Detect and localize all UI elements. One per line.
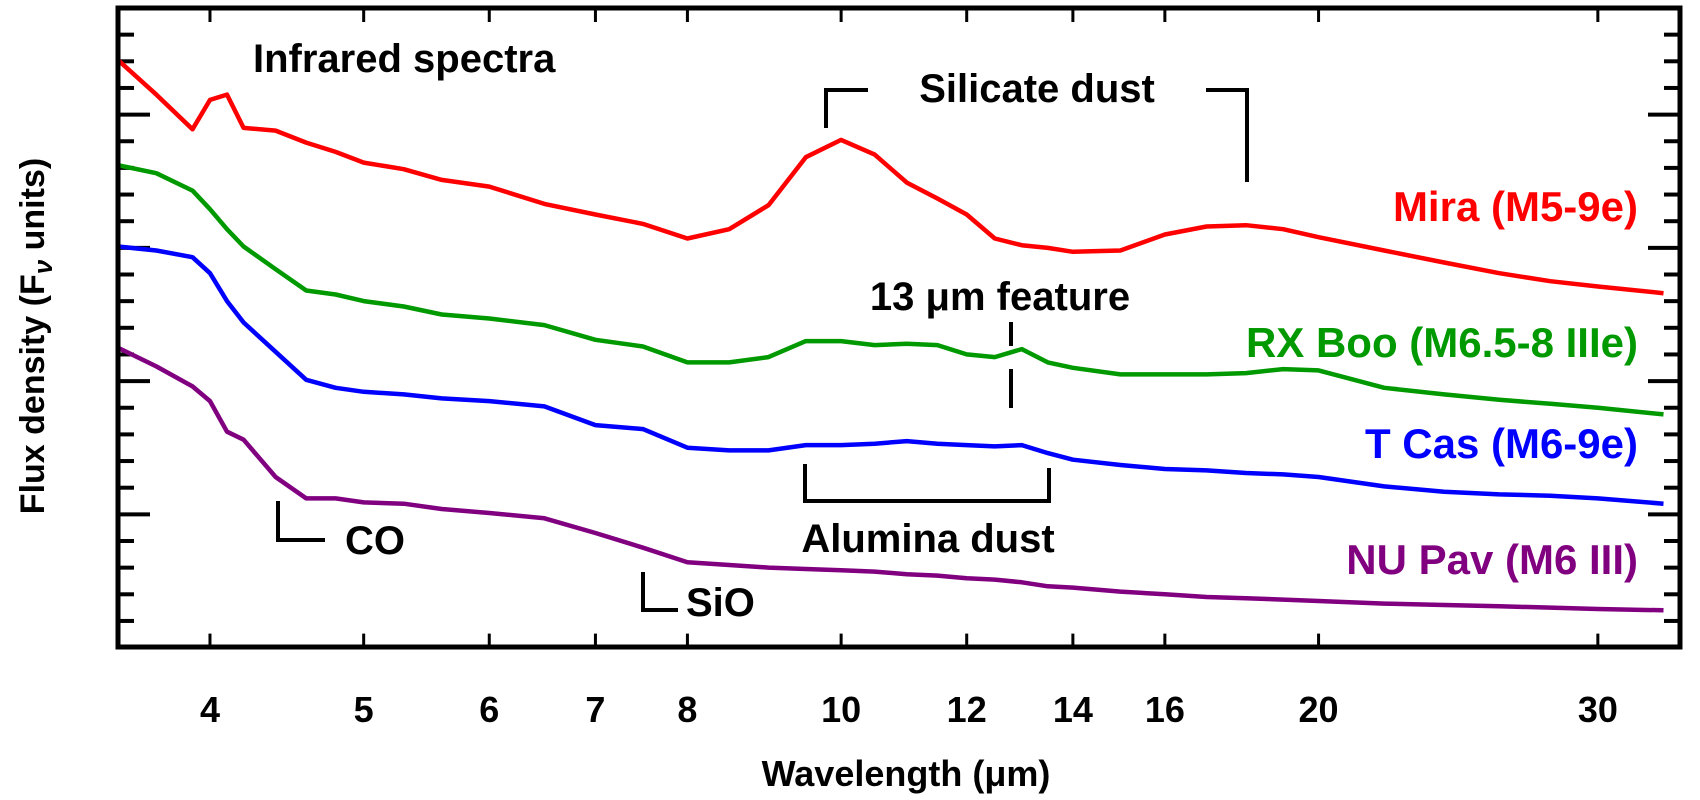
series-label-rx-boo: RX Boo (M6.5-8 IIIe) bbox=[1246, 319, 1638, 366]
y-axis-label-tail: units) bbox=[14, 158, 52, 260]
plot-frame bbox=[115, 5, 1683, 650]
series-lines bbox=[116, 58, 1664, 613]
chart-title: Infrared spectra bbox=[253, 37, 556, 81]
y-axis-label-subscript: ν bbox=[28, 259, 58, 274]
sio-annotation: SiO bbox=[641, 572, 755, 625]
x-tick-label: 16 bbox=[1145, 689, 1185, 730]
feature13-annotation: 13 μm feature bbox=[870, 275, 1130, 408]
alumina-annotation: Alumina dust bbox=[801, 464, 1055, 561]
x-tick-labels: 4 5 6 7 8 10 12 14 16 20 30 bbox=[200, 689, 1618, 730]
series-line-t bbox=[117, 244, 1664, 506]
sio-marker bbox=[641, 572, 678, 612]
y-axis-label: Flux density (Fν units) bbox=[14, 158, 58, 514]
series-label-mira: Mira (M5-9e) bbox=[1393, 183, 1638, 230]
x-tick-label: 20 bbox=[1299, 689, 1339, 730]
x-tick-label: 8 bbox=[677, 689, 697, 730]
series-label-t-cas: T Cas (M6-9e) bbox=[1365, 420, 1638, 467]
x-axis-label: Wavelength (μm) bbox=[762, 753, 1051, 794]
silicate-label: Silicate dust bbox=[919, 67, 1155, 111]
series-line-mira bbox=[116, 58, 1664, 296]
co-marker bbox=[276, 501, 325, 542]
x-tick-label: 7 bbox=[585, 689, 605, 730]
sio-label: SiO bbox=[686, 581, 755, 625]
series-line-rx bbox=[117, 162, 1664, 417]
series-line-nu bbox=[117, 345, 1664, 613]
series-label-nu-pav: NU Pav (M6 III) bbox=[1346, 536, 1638, 583]
x-tick-label: 4 bbox=[200, 689, 220, 730]
x-tick-label: 10 bbox=[821, 689, 861, 730]
silicate-annotation: Silicate dust bbox=[824, 67, 1249, 182]
x-tick-label: 5 bbox=[354, 689, 374, 730]
co-label: CO bbox=[345, 519, 405, 563]
x-tick-label: 12 bbox=[947, 689, 987, 730]
silicate-bracket bbox=[824, 88, 1249, 182]
co-annotation: CO bbox=[276, 501, 405, 563]
x-tick-label: 14 bbox=[1053, 689, 1093, 730]
feature13-label: 13 μm feature bbox=[870, 275, 1130, 319]
y-axis-label-main: Flux density (F bbox=[14, 274, 52, 514]
x-tick-label: 30 bbox=[1578, 689, 1618, 730]
x-tick-label: 6 bbox=[479, 689, 499, 730]
alumina-label: Alumina dust bbox=[801, 517, 1054, 561]
alumina-bracket bbox=[803, 464, 1051, 503]
